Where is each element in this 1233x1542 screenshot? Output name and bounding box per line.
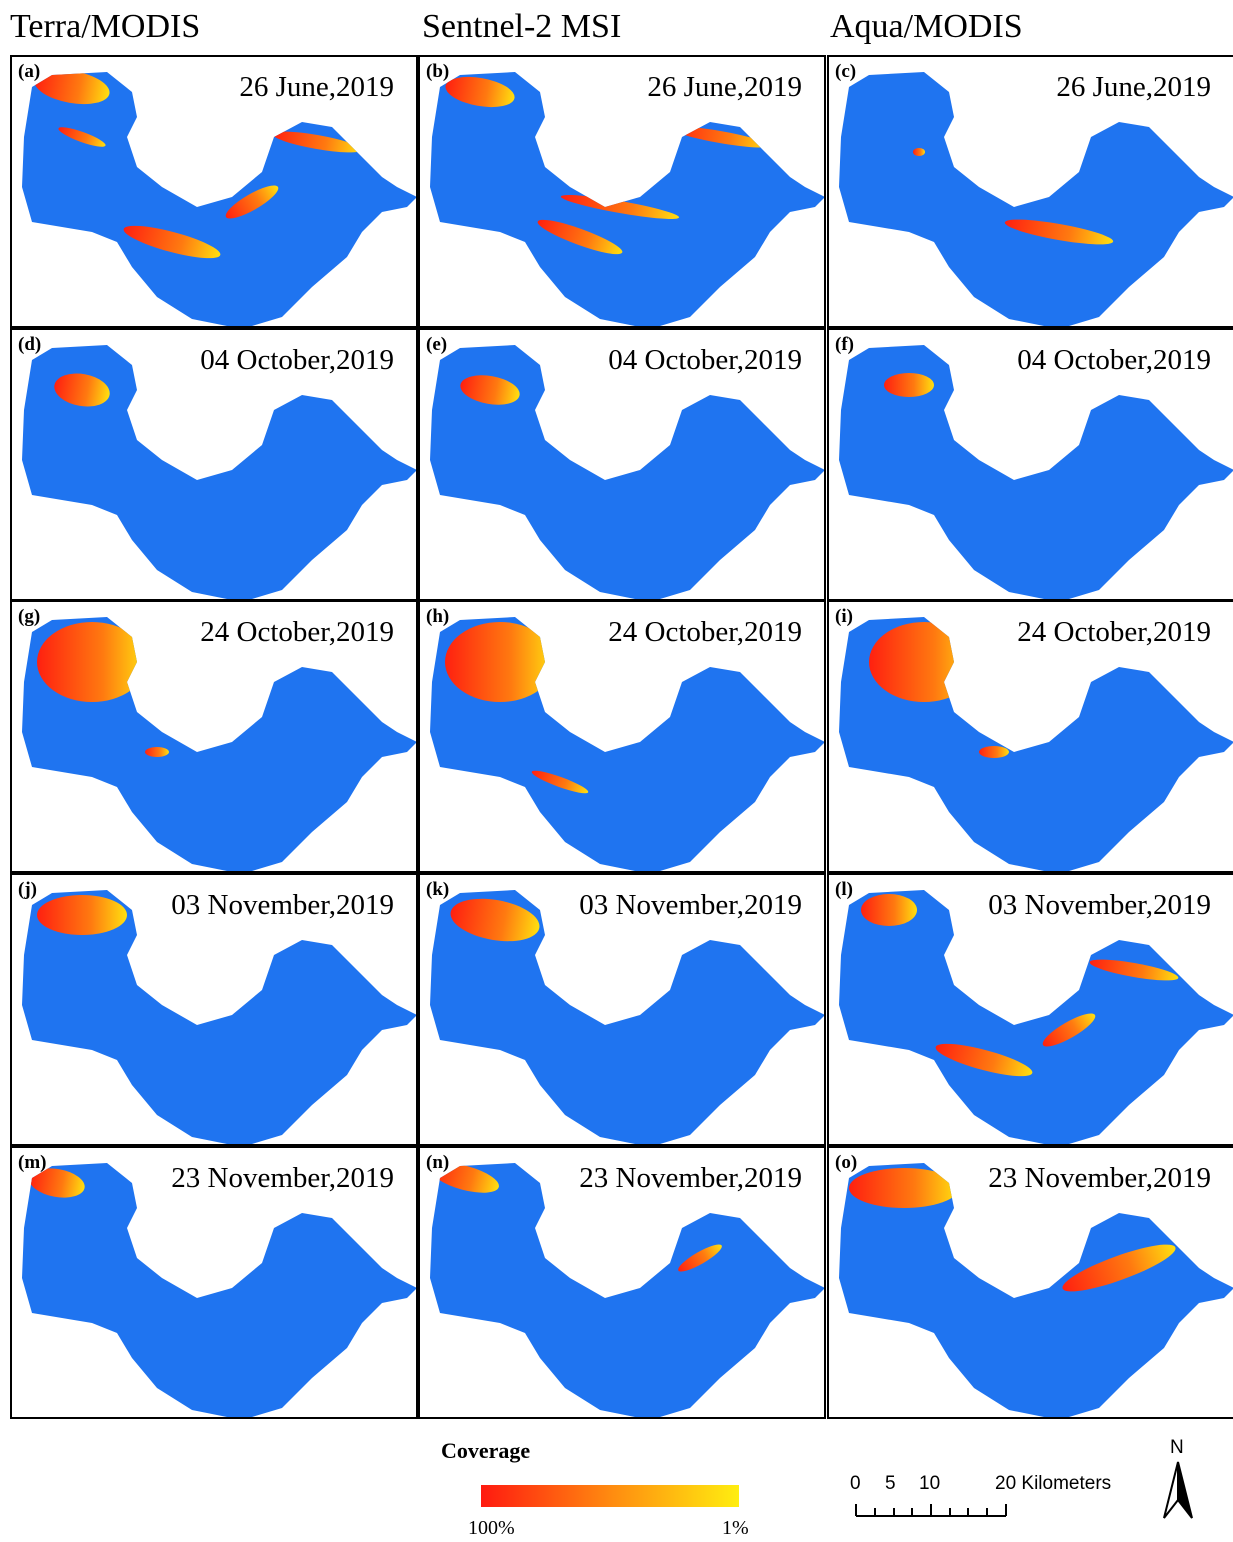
map-panel: (e) 04 October,2019	[418, 328, 826, 601]
panel-date: 04 October,2019	[1017, 344, 1211, 377]
map-panel: (m) 23 November,2019	[10, 1146, 418, 1419]
map-panel: (l) 03 November,2019	[827, 873, 1233, 1146]
bloom	[869, 622, 979, 702]
panel-date: 03 November,2019	[988, 889, 1211, 922]
panel-date: 23 November,2019	[988, 1162, 1211, 1195]
map-panel: (b) 26 June,2019	[418, 55, 826, 328]
panel-label: (k)	[426, 879, 449, 901]
legend-min: 100%	[468, 1517, 515, 1540]
figure: Terra/MODIS Sentnel-2 MSI Aqua/MODIS (a)…	[0, 0, 1233, 1542]
panel-date: 04 October,2019	[200, 344, 394, 377]
scale-label: 20 Kilometers	[995, 1473, 1111, 1495]
panel-date: 26 June,2019	[239, 71, 394, 104]
map-panel: (d) 04 October,2019	[10, 328, 418, 601]
bloom	[37, 622, 147, 702]
map-panel: (i) 24 October,2019	[827, 600, 1233, 873]
panel-label: (i)	[835, 606, 853, 628]
column-header: Sentnel-2 MSI	[422, 8, 621, 46]
panel-label: (n)	[426, 1152, 449, 1174]
lake	[22, 1163, 416, 1417]
map-panel: (o) 23 November,2019	[827, 1146, 1233, 1419]
panel-label: (j)	[18, 879, 37, 901]
panel-label: (c)	[835, 61, 856, 83]
bloom	[849, 1168, 959, 1208]
map-panel: (h) 24 October,2019	[418, 600, 826, 873]
bloom	[445, 622, 555, 702]
panel-label: (f)	[835, 334, 854, 356]
panel-label: (b)	[426, 61, 449, 83]
panel-date: 24 October,2019	[200, 616, 394, 649]
north-arrow	[1160, 1460, 1196, 1522]
bloom	[884, 373, 934, 397]
panel-date: 26 June,2019	[647, 71, 802, 104]
map-panel: (a) 26 June,2019	[10, 55, 418, 328]
panel-label: (h)	[426, 606, 449, 628]
scale-bar	[850, 1498, 1010, 1520]
column-header: Terra/MODIS	[10, 8, 200, 46]
map-panel: (g) 24 October,2019	[10, 600, 418, 873]
scale-label: 10	[919, 1473, 940, 1495]
north-label: N	[1170, 1437, 1184, 1459]
panel-date: 04 October,2019	[608, 344, 802, 377]
panel-date: 23 November,2019	[171, 1162, 394, 1195]
bloom	[913, 148, 925, 156]
map-panel: (f) 04 October,2019	[827, 328, 1233, 601]
panel-date: 24 October,2019	[608, 616, 802, 649]
color-ramp	[481, 1485, 739, 1507]
panel-date: 03 November,2019	[171, 889, 394, 922]
lake	[430, 72, 824, 326]
panel-date: 24 October,2019	[1017, 616, 1211, 649]
bloom	[979, 746, 1009, 758]
panel-label: (g)	[18, 606, 40, 628]
panel-label: (a)	[18, 61, 40, 83]
panel-date: 03 November,2019	[579, 889, 802, 922]
panel-date: 26 June,2019	[1056, 71, 1211, 104]
panel-label: (d)	[18, 334, 41, 356]
legend-title: Coverage	[441, 1438, 530, 1464]
bloom	[145, 747, 169, 757]
lake	[22, 72, 416, 326]
scale-label: 5	[885, 1473, 896, 1495]
panel-label: (l)	[835, 879, 853, 901]
panel-label: (m)	[18, 1152, 46, 1174]
scale-label: 0	[850, 1473, 861, 1495]
panel-label: (e)	[426, 334, 447, 356]
column-header: Aqua/MODIS	[830, 8, 1023, 46]
map-panel: (n) 23 November,2019	[418, 1146, 826, 1419]
lake	[839, 72, 1233, 326]
bloom	[37, 895, 127, 935]
panel-date: 23 November,2019	[579, 1162, 802, 1195]
lake	[839, 890, 1233, 1144]
map-panel: (c) 26 June,2019	[827, 55, 1233, 328]
legend-max: 1%	[722, 1517, 749, 1540]
map-panel: (k) 03 November,2019	[418, 873, 826, 1146]
panel-label: (o)	[835, 1152, 857, 1174]
lake	[430, 1163, 824, 1417]
map-panel: (j) 03 November,2019	[10, 873, 418, 1146]
bloom	[861, 894, 917, 926]
